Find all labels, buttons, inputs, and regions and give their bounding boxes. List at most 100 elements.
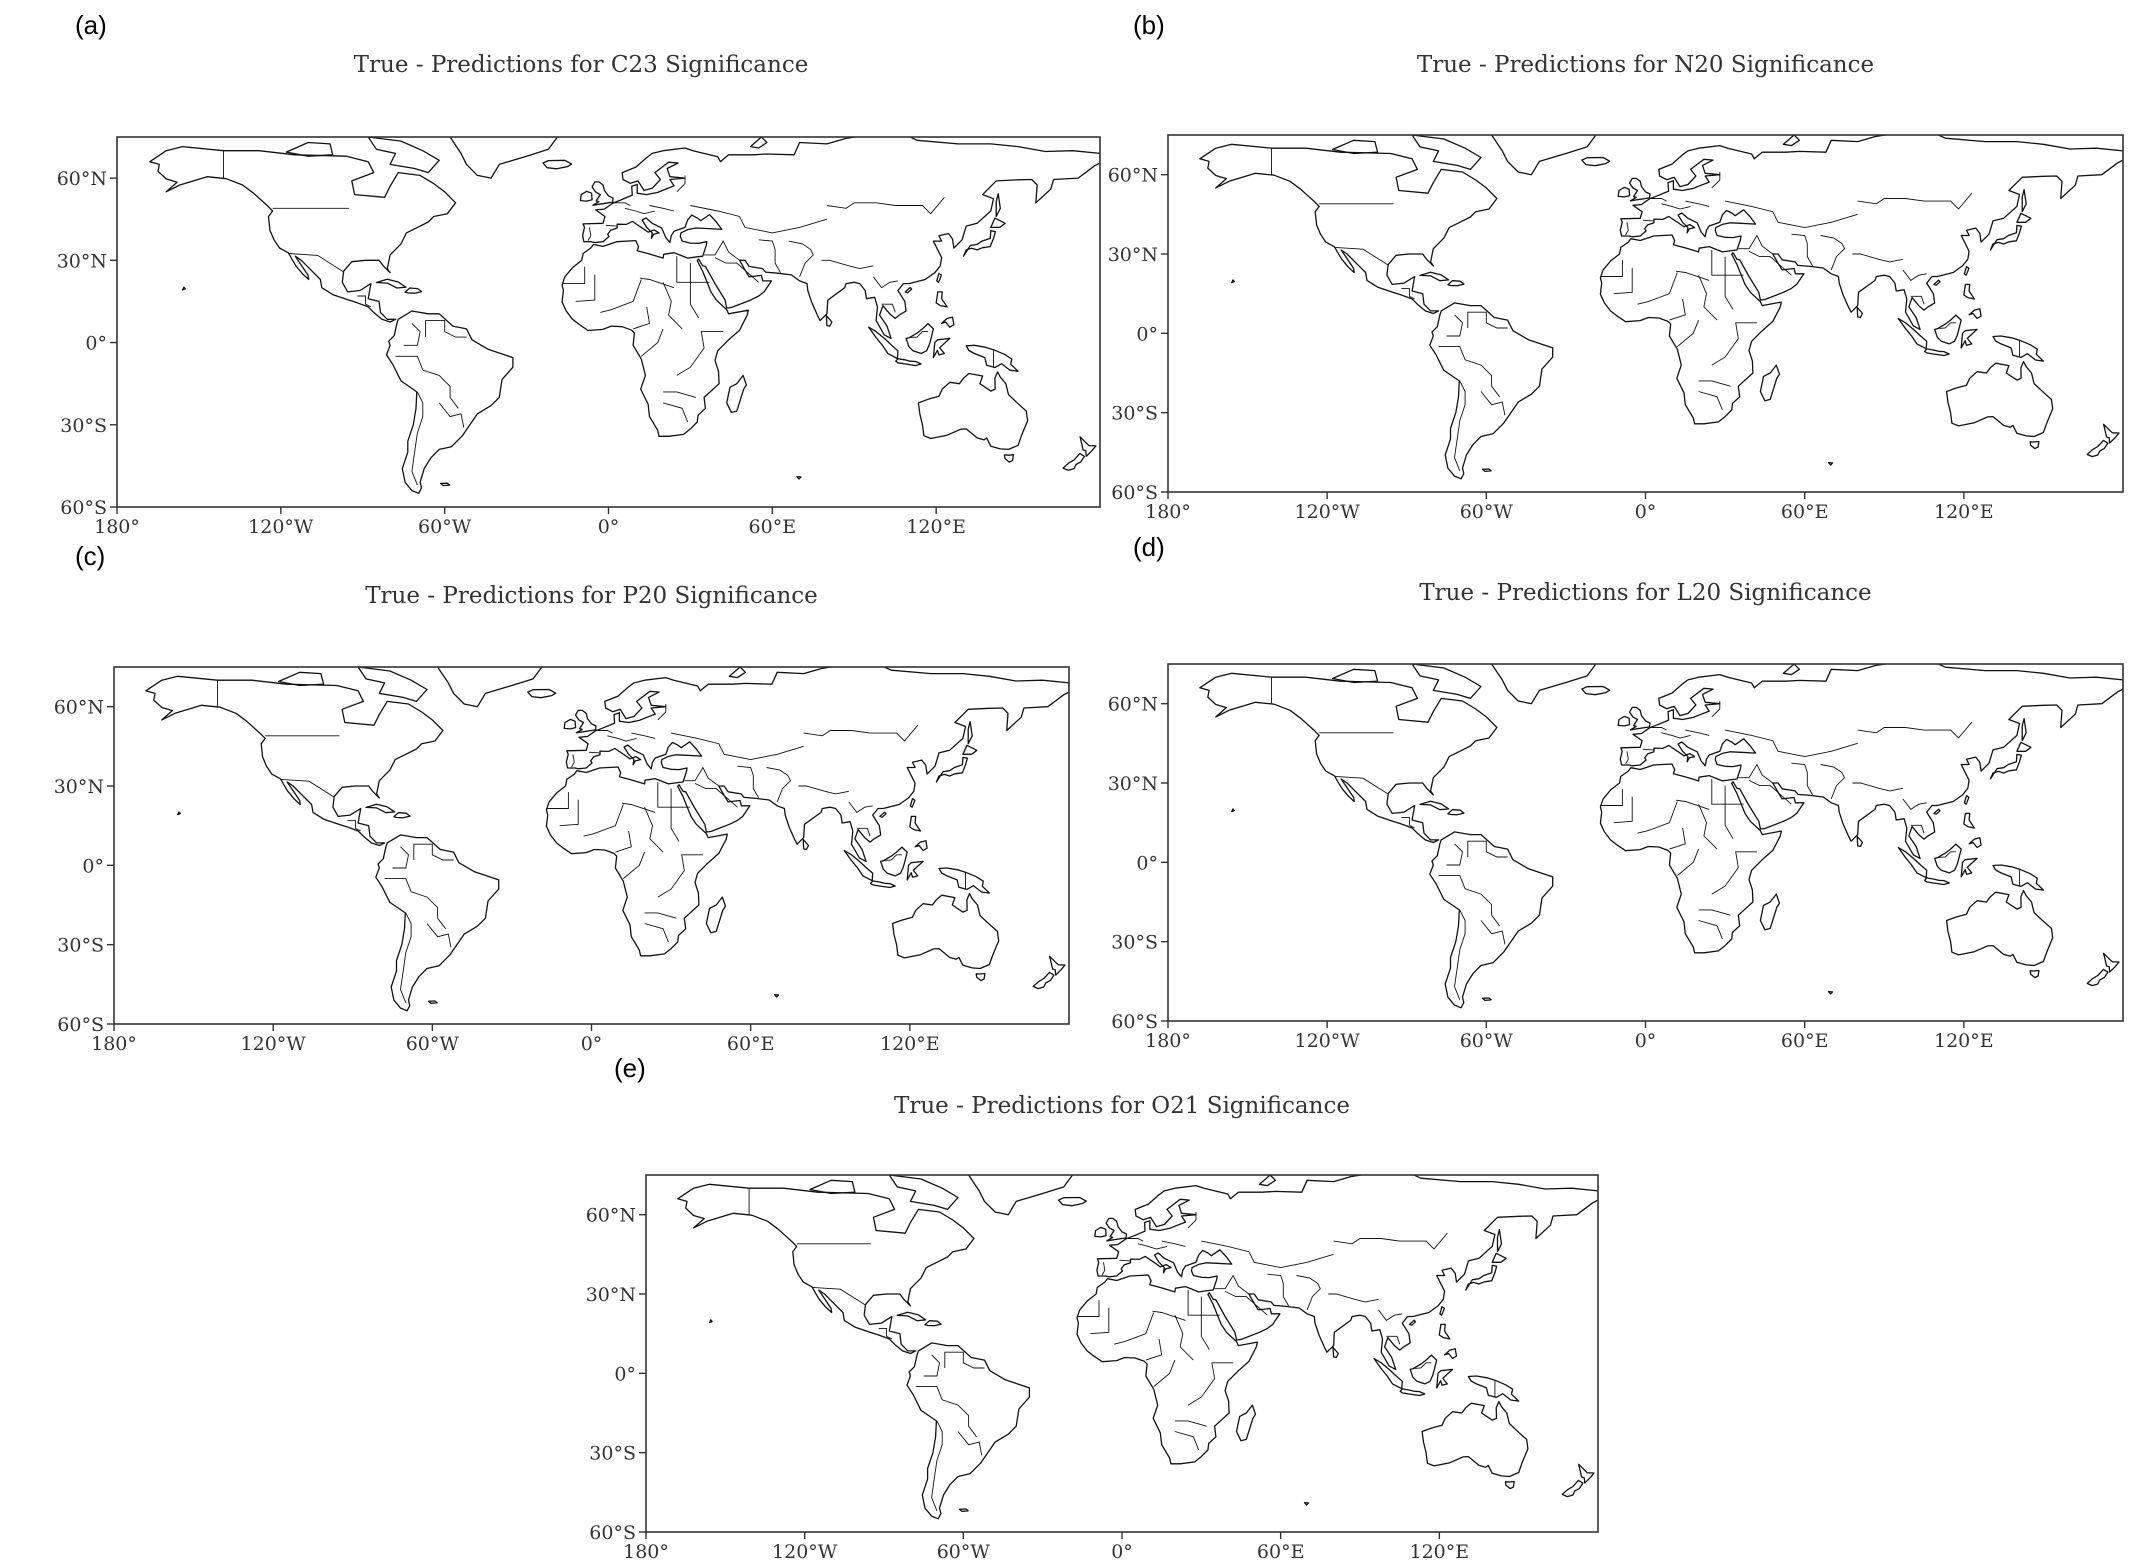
country-border: [1224, 1290, 1268, 1316]
country-border: [1174, 1315, 1194, 1361]
lat-tick-label: 60°S: [1111, 1011, 1158, 1033]
landmass-tasmania: [1504, 1480, 1515, 1490]
landmass-sri-lanka: [1332, 1346, 1339, 1359]
landmass-hawaii: [708, 1319, 713, 1324]
lon-tick-label: 120°W: [772, 1541, 838, 1563]
country-border: [923, 1354, 940, 1377]
country-border: [1711, 701, 1721, 718]
landmass-iceland: [1581, 156, 1611, 167]
lon-tick-label: 60°W: [1460, 501, 1514, 523]
country-border: [1152, 1310, 1186, 1321]
country-border: [881, 303, 896, 313]
landmass-eurasia-africa: [545, 667, 1069, 957]
country-border: [1738, 234, 1774, 255]
landmass-ireland: [563, 718, 577, 730]
country-border: [1857, 721, 1973, 739]
landmass-sri-lanka: [1856, 306, 1864, 319]
country-border: [676, 331, 724, 376]
country-border: [1711, 779, 1744, 805]
lon-tick-label: 120°W: [1295, 1030, 1361, 1052]
country-border: [1661, 732, 1691, 739]
country-border: [1650, 727, 1667, 731]
landmass-japan: [1989, 753, 2023, 780]
lat-tick-label: 60°N: [57, 168, 107, 190]
landmass-hawaii: [1231, 808, 1235, 813]
country-border: [607, 735, 637, 742]
landmass-sulawesi: [932, 337, 951, 359]
country-border: [1625, 222, 1629, 236]
landmass-greenland: [1488, 135, 1597, 176]
landmass-sumatra: [1897, 317, 1928, 350]
landmass-novaya-zemlya: [728, 667, 747, 679]
landmass-novaya-zemlya: [1258, 1175, 1277, 1187]
country-border: [1852, 253, 1903, 263]
landmass-tasmania: [2029, 440, 2040, 450]
landmass-new-guinea: [1992, 335, 2045, 362]
map-frame: [645, 1174, 1599, 1533]
panel-letter-a: (a): [75, 10, 107, 40]
landmass-nz-south: [1032, 971, 1055, 990]
country-border: [1902, 798, 1927, 811]
country-border: [1910, 824, 1925, 834]
landmass-java: [895, 358, 922, 367]
landmass-falklands: [1481, 997, 1492, 1002]
landmass-luzon: [935, 291, 948, 308]
landmass-hainan: [879, 811, 887, 818]
country-border: [1725, 200, 1858, 229]
country-border: [600, 279, 642, 313]
country-border: [957, 1431, 983, 1456]
country-border: [596, 730, 613, 734]
panel-title-b: True - Predictions for N20 Significance: [1416, 52, 1875, 78]
landmass-hokkaido: [2016, 741, 2032, 752]
country-border: [1101, 1262, 1106, 1276]
country-border: [1748, 779, 1792, 805]
landmass-australia: [891, 892, 1000, 970]
landmass-iceland: [527, 688, 557, 699]
landmass-borneo: [905, 322, 935, 355]
lat-tick-label: 30°N: [586, 1284, 636, 1306]
country-border: [1642, 219, 1654, 222]
landmass-madagascar: [705, 896, 727, 934]
lon-tick-label: 180°: [91, 1033, 137, 1055]
country-border: [657, 854, 703, 898]
landmass-mindanao: [940, 316, 955, 328]
country-border: [1113, 1312, 1155, 1345]
country-border: [657, 704, 667, 721]
landmass-nz-south: [1561, 1479, 1584, 1498]
landmass-hispaniola: [1447, 809, 1465, 816]
country-border: [1698, 275, 1718, 321]
landmass-nz-north: [2102, 423, 2120, 444]
country-border: [1711, 172, 1721, 189]
country-border: [1791, 233, 1813, 267]
lat-tick-label: 60°N: [54, 697, 104, 719]
landmass-new-guinea: [938, 867, 991, 894]
country-border: [639, 277, 675, 289]
landmass-nz-south: [1062, 452, 1086, 471]
landmass-baffin-island: [357, 667, 428, 703]
country-border: [583, 804, 624, 837]
landmass-cuba: [1419, 271, 1450, 282]
country-border: [395, 355, 459, 409]
country-border: [624, 207, 656, 215]
country-border: [1711, 851, 1757, 895]
lat-tick-label: 60°S: [57, 1014, 104, 1036]
landmass-sulawesi: [1960, 857, 1978, 878]
country-border: [1698, 909, 1731, 916]
country-border: [1334, 775, 1388, 795]
panel-title-c: True - Predictions for P20 Significance: [365, 583, 818, 609]
country-border: [848, 801, 873, 814]
landmass-hispaniola: [924, 1320, 942, 1327]
country-border: [623, 851, 646, 879]
country-border: [621, 802, 656, 813]
landmass-victoria-island: [1331, 139, 1379, 155]
panel-title-a: True - Predictions for C23 Significance: [353, 52, 809, 78]
country-border: [766, 767, 792, 803]
landmass-sri-lanka: [1856, 835, 1864, 848]
landmass-hawaii: [177, 811, 181, 816]
country-border: [1711, 250, 1744, 276]
landmass-australia: [917, 371, 1029, 451]
landmass-sumatra: [1373, 1357, 1403, 1390]
country-border: [562, 266, 586, 285]
landmass-java: [1399, 1388, 1426, 1397]
